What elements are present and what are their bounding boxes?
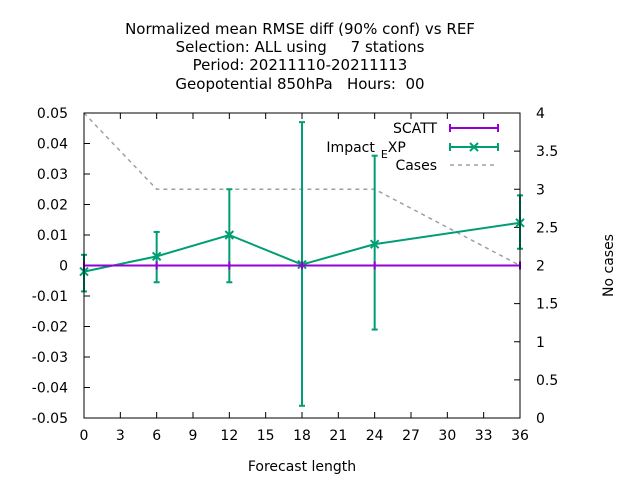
x-tick-label: 24 xyxy=(366,428,384,444)
y2-tick-label: 0 xyxy=(536,411,545,427)
y-tick-label: -0.02 xyxy=(32,320,68,336)
x-tick-label: 18 xyxy=(293,428,311,444)
legend-label-scatt: SCATT xyxy=(393,121,437,137)
y-tick-label: -0.05 xyxy=(32,411,68,427)
y2-tick-label: 1.5 xyxy=(536,297,558,313)
title-line-2: Selection: ALL using 7 stations xyxy=(176,38,425,56)
y-tick-label: 0.02 xyxy=(37,198,68,214)
impact-point xyxy=(369,239,380,249)
x-tick-label: 36 xyxy=(511,428,529,444)
x-tick-label: 30 xyxy=(438,428,456,444)
legend-label-impact-part2: XP xyxy=(388,140,406,156)
y-tick-label: -0.03 xyxy=(32,350,68,366)
axis-ticks: 0 3 6 9 12 15 18 21 24 27 30 33 36-0.05-0.04-0.03-0.… xyxy=(32,106,559,444)
y2-tick-label: 1 xyxy=(536,335,545,351)
x-tick-label: 15 xyxy=(257,428,275,444)
y-tick-label: 0.04 xyxy=(37,137,68,153)
y2-tick-label: 3.5 xyxy=(536,144,558,160)
legend-label-impact: Impact EXP xyxy=(286,140,437,161)
legend: SCATT Impact EXP Cases xyxy=(286,121,499,174)
y2-tick-label: 3 xyxy=(536,182,545,198)
impact-point xyxy=(151,251,162,262)
y-tick-label: 0.01 xyxy=(37,228,68,244)
y-tick-label: 0 xyxy=(59,259,68,275)
impact-line xyxy=(83,221,521,273)
plot-frame xyxy=(83,112,521,419)
title-line-4: Geopotential 850hPa Hours: 00 xyxy=(175,75,424,93)
y-tick-label: 0.03 xyxy=(37,167,68,183)
x-axis-label: Forecast length xyxy=(248,459,356,475)
x-tick-label: 12 xyxy=(220,428,238,444)
x-tick-label: 9 xyxy=(189,428,198,444)
legend-label-impact-part1: Impact xyxy=(326,140,375,156)
y-tick-label: 0.05 xyxy=(37,106,68,122)
title-line-1: Normalized mean RMSE diff (90% conf) vs … xyxy=(125,20,475,38)
x-tick-label: 3 xyxy=(116,428,125,444)
plot-series xyxy=(79,112,525,407)
chart-title: Normalized mean RMSE diff (90% conf) vs … xyxy=(125,20,475,93)
legend-label-cases: Cases xyxy=(395,158,437,174)
impact-point xyxy=(224,230,235,240)
y2-tick-label: 2 xyxy=(536,259,545,275)
x-tick-label: 33 xyxy=(475,428,493,444)
y2-tick-label: 2.5 xyxy=(536,220,558,236)
legend-swatch-impact-marker xyxy=(469,142,479,152)
title-line-3: Period: 20211110-20211113 xyxy=(193,56,408,74)
x-tick-label: 21 xyxy=(329,428,347,444)
x-tick-label: 27 xyxy=(402,428,420,444)
y2-tick-label: 0.5 xyxy=(536,373,558,389)
y2-tick-label: 4 xyxy=(536,106,545,122)
y2-axis-label: No cases xyxy=(601,234,617,297)
x-tick-label: 0 xyxy=(80,428,89,444)
legend-label-impact-sub: E xyxy=(381,148,388,161)
y-tick-label: -0.01 xyxy=(32,289,68,305)
y-tick-label: -0.04 xyxy=(32,381,68,397)
x-tick-label: 6 xyxy=(152,428,161,444)
